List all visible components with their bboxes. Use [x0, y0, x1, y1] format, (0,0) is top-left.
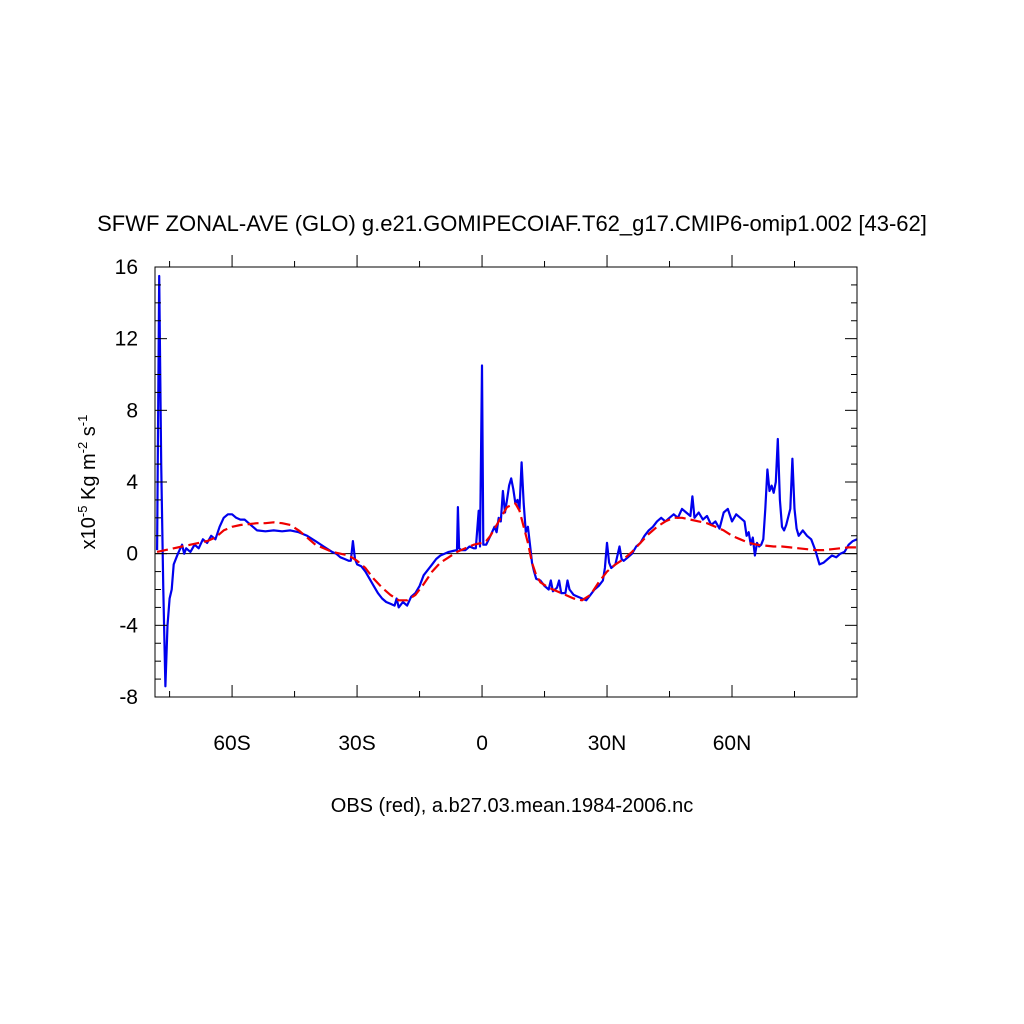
y-axis-label-exp2: -2 — [75, 442, 90, 454]
y-tick-label: 16 — [115, 256, 138, 279]
y-axis-label-exp1: -5 — [75, 506, 90, 518]
y-tick-label: 8 — [126, 399, 138, 422]
x-tick-label: 60S — [213, 732, 250, 755]
y-tick-label: -8 — [119, 686, 138, 709]
series-line-0 — [156, 274, 858, 688]
x-tick-label: 0 — [476, 732, 488, 755]
y-axis-label-unit1: Kg m — [78, 453, 100, 505]
x-tick-label: 30S — [338, 732, 375, 755]
y-tick-label: -4 — [119, 614, 138, 637]
y-axis-label: x10-5 Kg m-2 s-1 — [75, 415, 100, 550]
series-line-1 — [156, 502, 857, 602]
y-axis-label-unit2: s — [78, 426, 100, 442]
y-axis-label-exp3: -1 — [75, 415, 90, 427]
y-tick-label: 0 — [126, 543, 138, 566]
y-axis-label-prefix: x10 — [78, 517, 100, 549]
x-tick-label: 30N — [588, 732, 627, 755]
y-tick-label: 12 — [115, 328, 138, 351]
chart-title: SFWF ZONAL-AVE (GLO) g.e21.GOMIPECOIAF.T… — [97, 211, 927, 236]
y-tick-label: 4 — [126, 471, 138, 494]
plot-frame — [154, 266, 858, 698]
x-tick-label: 60N — [713, 732, 752, 755]
x-axis-label: OBS (red), a.b27.03.mean.1984-2006.nc — [331, 795, 693, 817]
plot-area: -8 -4 0 4 8 12 16 60S 30S 0 30N 60N — [115, 255, 858, 755]
